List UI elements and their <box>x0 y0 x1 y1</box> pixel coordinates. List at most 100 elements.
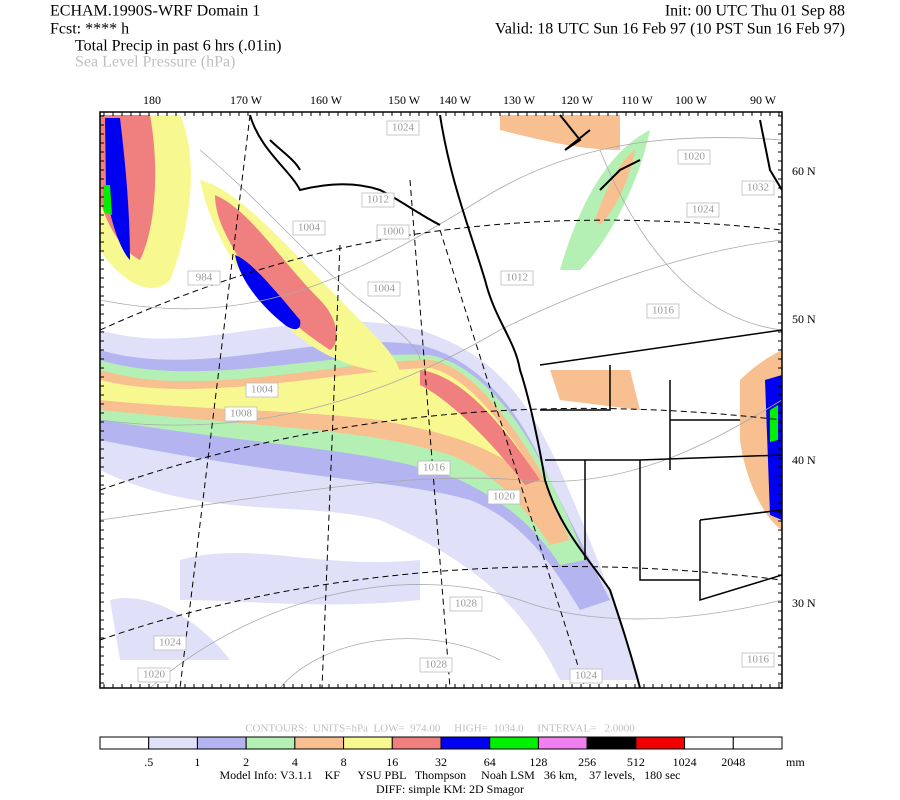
lat-label: 30 N <box>792 596 816 610</box>
colorbar-label: .5 <box>144 755 153 769</box>
fcst: Fcst: **** h <box>50 21 129 38</box>
precip-area <box>215 195 337 350</box>
lon-label: 180 <box>143 93 161 107</box>
contour-label: 1012 <box>367 194 389 206</box>
pressure-contours <box>100 137 782 688</box>
contour-label: 1028 <box>425 659 448 671</box>
field-label: Total Precip in past 6 hrs (.01in) <box>75 38 281 55</box>
contour-label: 1024 <box>159 637 182 649</box>
contour-label-box <box>677 149 711 165</box>
contour-label-box <box>376 224 410 240</box>
precip-area <box>595 150 635 225</box>
lon-label: 90 W <box>750 93 777 107</box>
contour-label-box <box>419 657 453 673</box>
colorbar-label: 4 <box>292 755 298 769</box>
diff-info: DIFF: simple KM: 2D Smagor <box>376 782 524 796</box>
contour-label: 1016 <box>652 305 675 317</box>
colorbar-label: 2 <box>243 755 249 769</box>
contour-label: 1000 <box>382 226 405 238</box>
contour-label: 1004 <box>298 222 321 234</box>
precip-area <box>110 552 420 660</box>
contour-label-box <box>741 652 775 668</box>
lat-label: 50 N <box>792 312 816 326</box>
colorbar-swatch <box>294 736 345 750</box>
contour-label-box <box>137 667 171 683</box>
contour-label-box <box>417 460 451 476</box>
lat-label: 60 N <box>792 164 816 178</box>
contour-label: 1028 <box>455 598 478 610</box>
contour-label-box <box>500 270 534 286</box>
precip-area <box>770 405 778 442</box>
contour-label-box <box>292 220 326 236</box>
contour-label-box <box>153 635 187 651</box>
lat-label: 40 N <box>792 453 816 467</box>
lon-label: 170 W <box>230 93 263 107</box>
lon-label: 130 W <box>503 93 536 107</box>
contour-label-box <box>386 120 420 136</box>
contour-label: 1016 <box>423 462 446 474</box>
colorbar-label: 8 <box>341 755 347 769</box>
contour-label-box <box>449 596 483 612</box>
valid: Valid: 18 UTC Sun 16 Feb 97 (10 PST Sun … <box>495 21 845 38</box>
lon-label: 100 W <box>675 93 708 107</box>
colorbar-label: 64 <box>484 755 496 769</box>
precip-area <box>103 185 112 215</box>
lon-label: 120 W <box>561 93 594 107</box>
lon-label: 110 W <box>621 93 653 107</box>
precip-area <box>420 370 540 485</box>
contour-label-box <box>367 281 401 297</box>
contours-info: CONTOURS: UNITS=hPa LOW= 974.00 HIGH= 10… <box>245 723 635 735</box>
colorbar-swatch <box>148 736 198 750</box>
precip-area <box>550 370 640 410</box>
contour-label: 1008 <box>230 408 253 420</box>
contour-label: 1012 <box>506 272 528 284</box>
title: ECHAM.1990S-WRF Domain 1 <box>50 3 260 20</box>
colorbar-swatch <box>586 736 637 750</box>
colorbar-swatch <box>537 736 588 750</box>
map: 1024 1020 1024 1016 1012 1004 1000 1004 984 1012 1… <box>99 111 783 689</box>
colorbar-label: 32 <box>435 755 447 769</box>
map-field <box>100 112 782 688</box>
precip-area <box>100 368 530 470</box>
contour-label: 1032 <box>747 182 769 194</box>
colorbar-swatch <box>343 736 393 750</box>
contour-label-box <box>646 303 680 319</box>
map-frame <box>99 111 783 689</box>
precip-area <box>500 115 620 150</box>
lon-label: 140 W <box>439 93 472 107</box>
colorbar-label: 16 <box>386 755 398 769</box>
colorbar-swatch <box>391 736 442 750</box>
colorbar-label: 2048 <box>721 755 745 769</box>
contour-label: 1020 <box>143 669 166 681</box>
lon-label: 160 W <box>310 93 343 107</box>
colorbar-swatch <box>732 736 783 750</box>
borders <box>539 329 782 602</box>
precip-area <box>105 118 130 260</box>
contour-label-box <box>569 668 603 684</box>
colorbar-swatch <box>99 736 150 750</box>
colorbar: .5 1 2 4 8 16 32 64 128 256 512 1024 2048 mm <box>99 736 805 769</box>
contour-label: 1024 <box>392 122 415 134</box>
contour-labels: 1024 1020 1024 1016 1012 1004 1000 1004 984 1012 1… <box>137 120 775 684</box>
colorbar-label: 512 <box>627 755 645 769</box>
lon-label: 150 W <box>388 93 421 107</box>
contour-label: 1024 <box>575 670 598 682</box>
contour-label-box <box>245 382 279 398</box>
colorbar-swatch <box>684 736 734 750</box>
colorbar-label: 1024 <box>673 755 697 769</box>
contour-label: 1024 <box>692 204 715 216</box>
colorbar-swatch <box>245 736 296 750</box>
contour-label: 1020 <box>683 151 706 163</box>
contour-label: 1020 <box>493 491 516 503</box>
field-label: Sea Level Pressure (hPa) <box>75 54 235 71</box>
colorbar-swatch <box>440 736 491 750</box>
graticule <box>100 114 782 688</box>
contour-label-box <box>487 489 521 505</box>
colorbar-unit: mm <box>786 755 805 769</box>
init: Init: 00 UTC Thu 01 Sep 88 <box>665 3 845 20</box>
colorbar-label: 128 <box>529 755 547 769</box>
colorbar-label: 256 <box>578 755 596 769</box>
colorbar-label: 1 <box>194 755 200 769</box>
contour-label: 1004 <box>251 384 274 396</box>
